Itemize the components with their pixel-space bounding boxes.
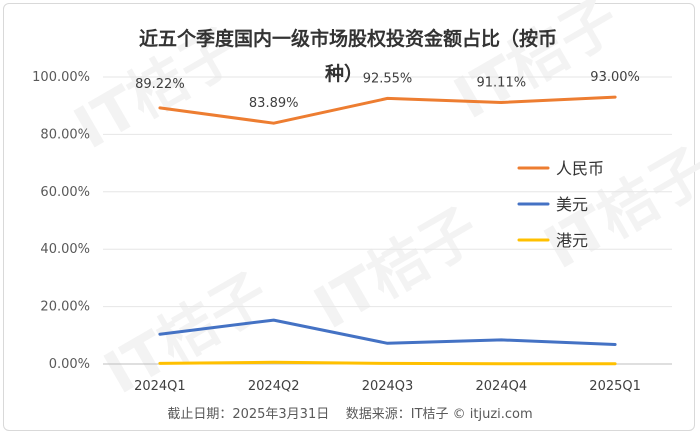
- y-tick-label: 60.00%: [40, 185, 90, 200]
- legend-label: 港元: [556, 231, 588, 250]
- data-label: 91.11%: [477, 76, 527, 91]
- watermark-text: IT桔子: [443, 0, 630, 132]
- x-tick-label: 2024Q4: [476, 379, 528, 394]
- series-line-港元: [158, 360, 617, 366]
- x-tick-label: 2024Q3: [362, 379, 414, 394]
- legend-label: 人民币: [556, 159, 604, 178]
- chart-title-line1: 近五个季度国内一级市场股权投资金额占比（按币: [139, 27, 557, 50]
- x-axis-ticks: 2024Q1 2024Q2 2024Q3 2024Q4 2025Q1: [134, 379, 641, 394]
- watermark-text: IT桔子: [303, 195, 490, 342]
- y-tick-label: 80.00%: [40, 127, 90, 142]
- x-tick-label: 2024Q1: [134, 379, 186, 394]
- data-label: 89.22%: [135, 77, 185, 92]
- data-label: 83.89%: [249, 96, 299, 111]
- y-tick-label: 40.00%: [40, 242, 90, 257]
- data-label: 92.55%: [363, 71, 413, 86]
- y-axis-ticks: 0.00% 20.00% 40.00% 60.00% 80.00% 100.00%: [32, 70, 90, 372]
- x-tick-label: 2025Q1: [589, 379, 641, 394]
- x-tick-label: 2024Q2: [248, 379, 300, 394]
- series-lines: [158, 95, 617, 366]
- series-line-美元: [158, 318, 617, 346]
- data-labels: 89.22% 83.89% 92.55% 91.11% 93.00%: [135, 70, 640, 111]
- chart-frame: [3, 3, 695, 431]
- y-tick-label: 20.00%: [40, 300, 90, 315]
- y-tick-label: 100.00%: [32, 70, 90, 85]
- series-line-人民币: [158, 95, 617, 125]
- source-note: 截止日期：2025年3月31日 数据来源：IT桔子 © itjuzi.com: [167, 407, 532, 422]
- data-label: 93.00%: [590, 70, 640, 85]
- y-tick-label: 0.00%: [49, 357, 90, 372]
- legend-label: 美元: [556, 195, 588, 214]
- chart-title-line2: 种）: [324, 62, 363, 85]
